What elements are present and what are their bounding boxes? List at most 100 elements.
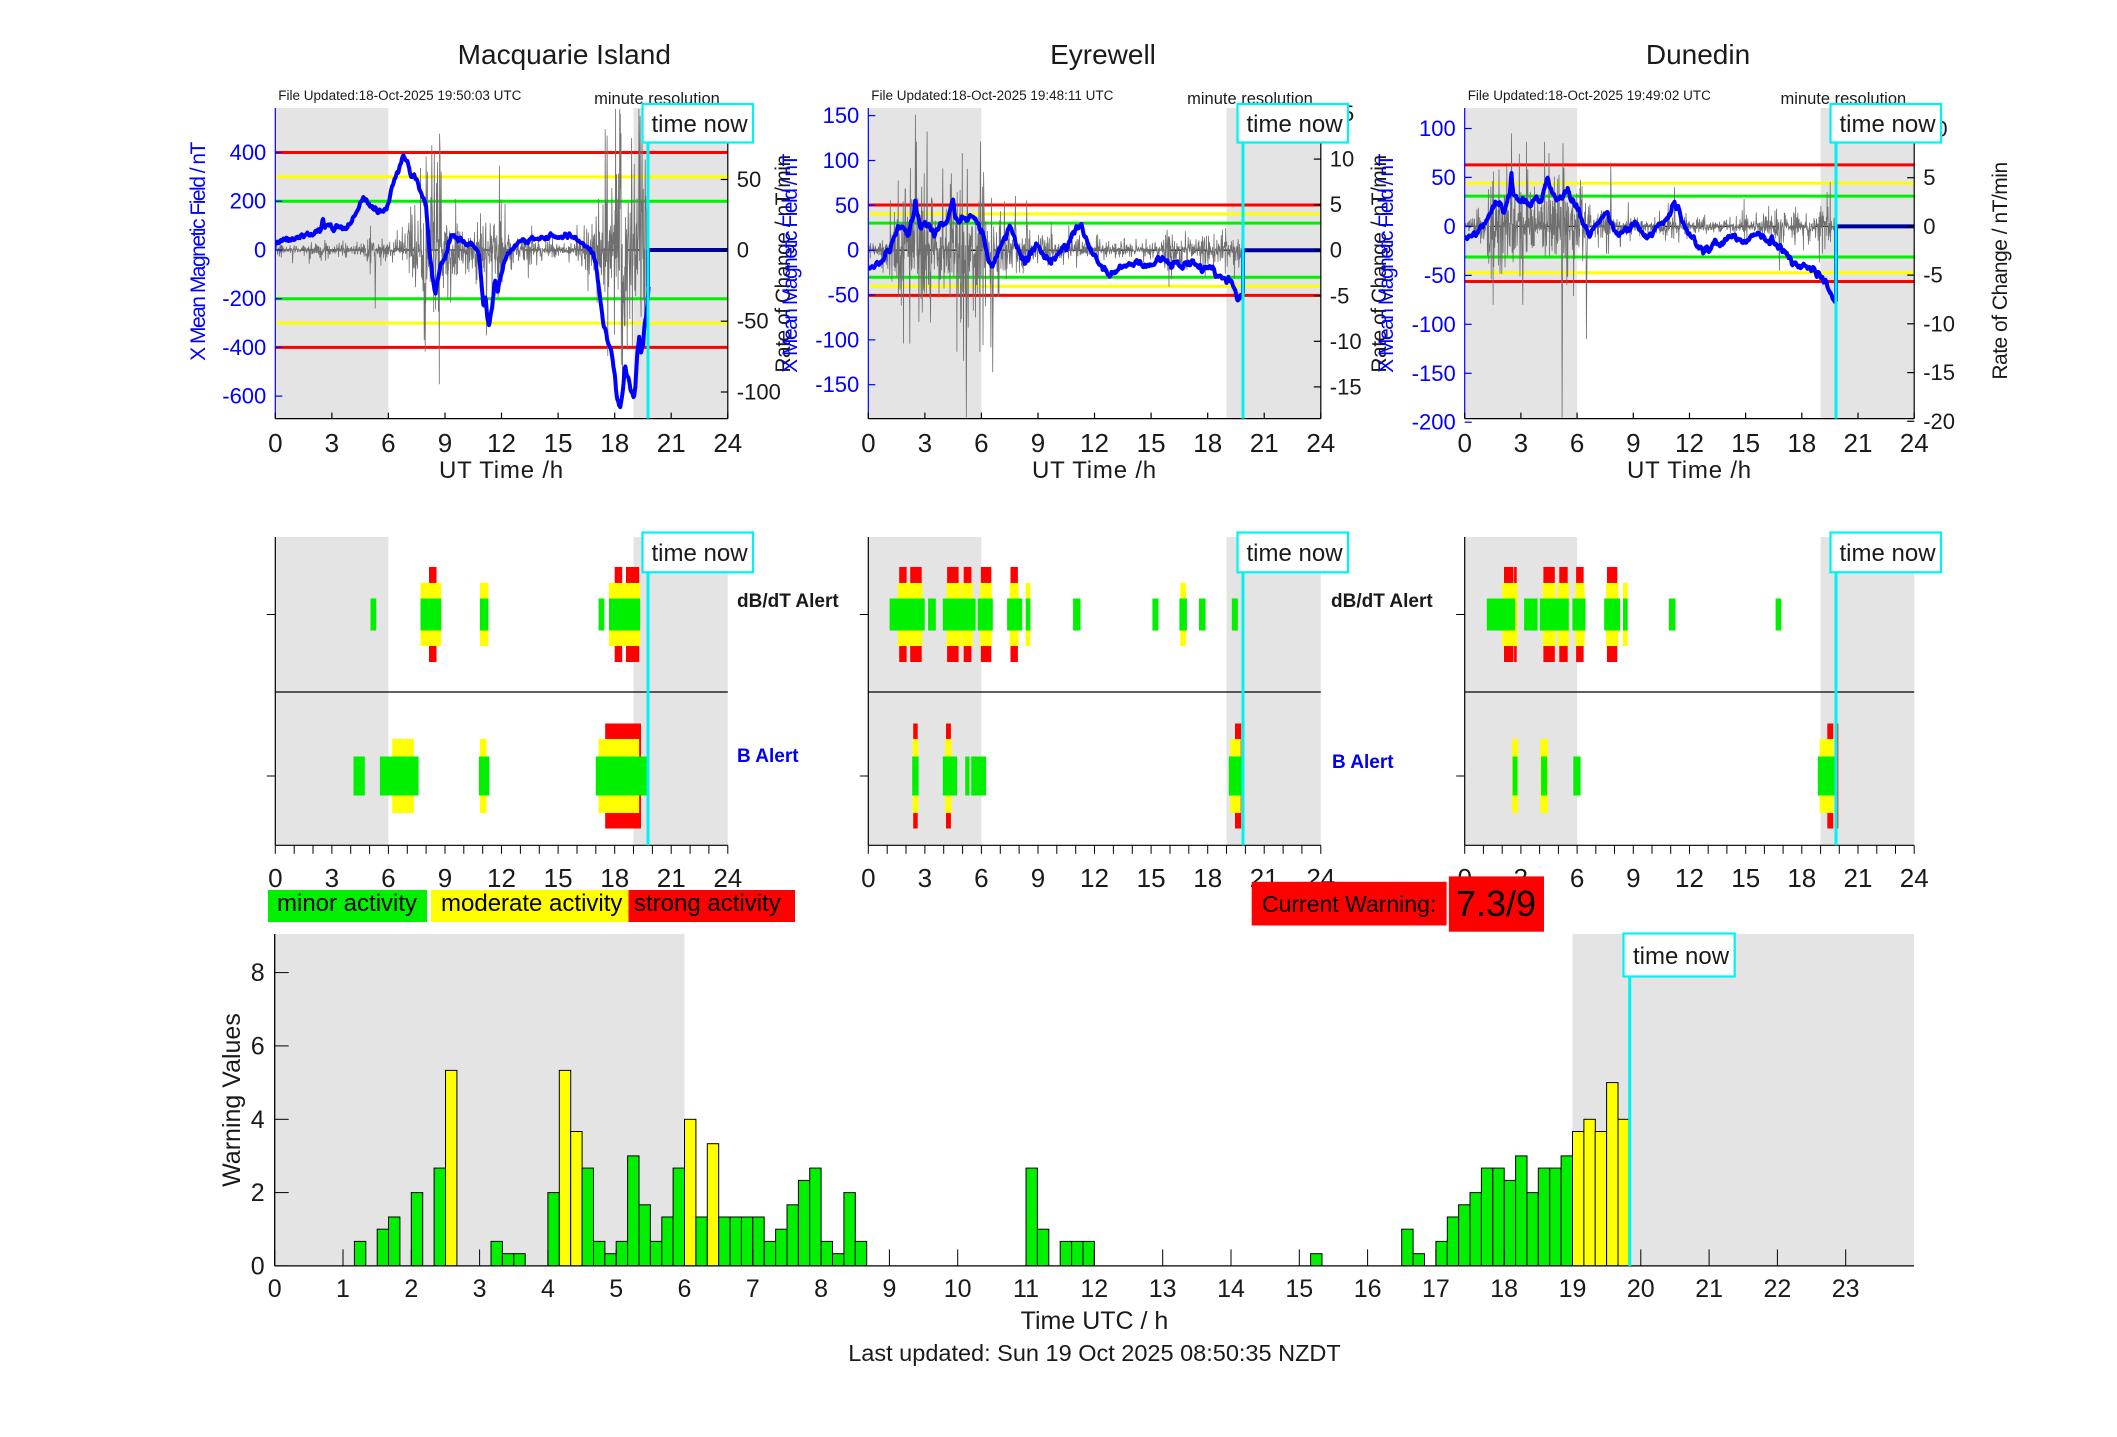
svg-text:15: 15 <box>1731 863 1760 893</box>
svg-text:12: 12 <box>1080 863 1109 893</box>
svg-text:9: 9 <box>1626 428 1640 458</box>
svg-text:0: 0 <box>1330 238 1342 263</box>
svg-text:0: 0 <box>251 1252 265 1280</box>
svg-text:21: 21 <box>657 428 686 458</box>
svg-text:4: 4 <box>541 1275 555 1303</box>
svg-text:strong activity: strong activity <box>634 890 781 917</box>
svg-text:18: 18 <box>1193 428 1222 458</box>
svg-text:50: 50 <box>737 167 761 192</box>
svg-text:21: 21 <box>1844 863 1873 893</box>
svg-text:17: 17 <box>1422 1275 1450 1303</box>
svg-text:10: 10 <box>1330 147 1354 172</box>
svg-text:3: 3 <box>918 428 932 458</box>
svg-text:15: 15 <box>1137 428 1166 458</box>
svg-text:100: 100 <box>823 148 860 173</box>
svg-text:20: 20 <box>1627 1275 1655 1303</box>
svg-text:0: 0 <box>861 863 875 893</box>
svg-text:-100: -100 <box>737 380 781 405</box>
svg-text:2: 2 <box>404 1275 418 1303</box>
svg-text:21: 21 <box>657 863 686 893</box>
svg-text:12: 12 <box>1675 428 1704 458</box>
svg-text:-400: -400 <box>222 335 266 360</box>
svg-text:24: 24 <box>1900 428 1929 458</box>
svg-text:14: 14 <box>1217 1275 1245 1303</box>
svg-text:150: 150 <box>823 103 860 128</box>
svg-text:7: 7 <box>746 1275 760 1303</box>
svg-text:12: 12 <box>1675 863 1704 893</box>
svg-text:400: 400 <box>230 140 267 165</box>
svg-text:1: 1 <box>336 1275 350 1303</box>
svg-text:24: 24 <box>1306 428 1335 458</box>
svg-text:-150: -150 <box>1412 361 1456 386</box>
svg-text:5: 5 <box>1330 192 1342 217</box>
svg-text:10: 10 <box>944 1275 972 1303</box>
svg-text:100: 100 <box>1419 116 1456 141</box>
svg-text:24: 24 <box>1900 863 1929 893</box>
svg-text:9: 9 <box>438 428 452 458</box>
svg-text:UT Time /h: UT Time /h <box>439 457 564 484</box>
svg-text:0: 0 <box>268 428 282 458</box>
svg-text:12: 12 <box>487 863 516 893</box>
svg-text:-5: -5 <box>1330 283 1350 308</box>
svg-text:time now: time now <box>1633 943 1730 970</box>
svg-text:6: 6 <box>1570 428 1584 458</box>
svg-text:File Updated:18-Oct-2025 19:50: File Updated:18-Oct-2025 19:50:03 UTC <box>278 88 521 103</box>
svg-text:time now: time now <box>1840 111 1937 138</box>
svg-text:18: 18 <box>1193 863 1222 893</box>
svg-text:-10: -10 <box>1923 311 1955 336</box>
svg-text:0: 0 <box>268 863 282 893</box>
svg-text:24: 24 <box>713 863 742 893</box>
svg-text:File Updated:18-Oct-2025 19:48: File Updated:18-Oct-2025 19:48:11 UTC <box>871 88 1113 103</box>
svg-text:24: 24 <box>713 428 742 458</box>
svg-text:Macquarie Island: Macquarie Island <box>458 39 671 70</box>
svg-text:6: 6 <box>251 1032 265 1060</box>
svg-text:15: 15 <box>1731 428 1760 458</box>
svg-text:B Alert: B Alert <box>737 746 799 767</box>
svg-text:18: 18 <box>600 428 629 458</box>
svg-text:15: 15 <box>1137 863 1166 893</box>
svg-text:-150: -150 <box>815 372 859 397</box>
svg-text:3: 3 <box>918 863 932 893</box>
svg-text:21: 21 <box>1844 428 1873 458</box>
svg-text:9: 9 <box>438 863 452 893</box>
svg-text:-10: -10 <box>1330 329 1362 354</box>
svg-text:0: 0 <box>1923 214 1935 239</box>
svg-text:200: 200 <box>230 189 267 214</box>
svg-text:-5: -5 <box>1923 263 1943 288</box>
svg-text:-50: -50 <box>737 309 769 334</box>
svg-text:6: 6 <box>1570 863 1584 893</box>
svg-text:19: 19 <box>1559 1275 1587 1303</box>
svg-text:time now: time now <box>1247 540 1344 567</box>
svg-text:time now: time now <box>652 540 749 567</box>
svg-text:4: 4 <box>251 1106 265 1134</box>
svg-text:time now: time now <box>1840 540 1937 567</box>
svg-text:-20: -20 <box>1923 409 1955 434</box>
svg-text:18: 18 <box>1787 428 1816 458</box>
svg-text:8: 8 <box>251 959 265 987</box>
svg-text:9: 9 <box>882 1275 896 1303</box>
svg-text:-50: -50 <box>828 283 860 308</box>
svg-text:18: 18 <box>1490 1275 1518 1303</box>
svg-text:15: 15 <box>544 428 573 458</box>
svg-text:UT Time /h: UT Time /h <box>1627 457 1752 484</box>
svg-text:9: 9 <box>1031 863 1045 893</box>
svg-text:Warning Values: Warning Values <box>218 1013 246 1187</box>
svg-text:50: 50 <box>835 193 859 218</box>
svg-text:Rate of Change / nT/min: Rate of Change / nT/min <box>772 155 795 372</box>
svg-text:0: 0 <box>1457 428 1471 458</box>
svg-text:3: 3 <box>473 1275 487 1303</box>
svg-text:Time UTC / h: Time UTC / h <box>1021 1307 1169 1335</box>
svg-text:15: 15 <box>1285 1275 1313 1303</box>
svg-text:6: 6 <box>381 863 395 893</box>
svg-text:Rate of Change / nT/min: Rate of Change / nT/min <box>1368 155 1391 372</box>
svg-text:-100: -100 <box>815 327 859 352</box>
svg-text:X Mean Magnetic Field / nT: X Mean Magnetic Field / nT <box>779 153 802 372</box>
svg-text:Dunedin: Dunedin <box>1646 39 1750 70</box>
svg-text:8: 8 <box>814 1275 828 1303</box>
svg-text:0: 0 <box>861 428 875 458</box>
svg-text:X Mean Magnetic Field / nT: X Mean Magnetic Field / nT <box>187 141 210 360</box>
svg-text:23: 23 <box>1832 1275 1860 1303</box>
svg-text:22: 22 <box>1763 1275 1791 1303</box>
svg-text:9: 9 <box>1626 863 1640 893</box>
svg-text:6: 6 <box>974 863 988 893</box>
